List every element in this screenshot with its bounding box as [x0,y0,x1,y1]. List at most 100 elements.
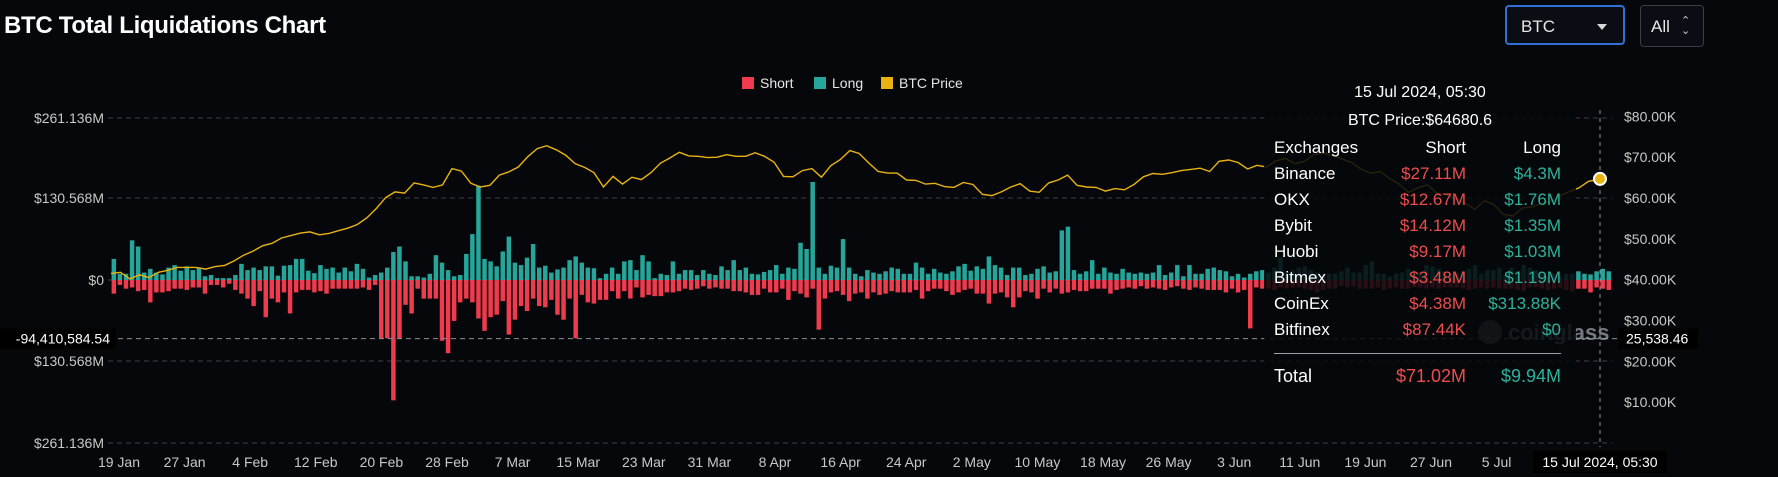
bar-short [464,280,469,299]
bar-short [737,280,742,292]
symbol-select-value: BTC [1521,17,1555,36]
bar-long [154,272,159,280]
bar-long [931,268,937,280]
bar-long [804,248,809,280]
bar-short [1029,280,1034,293]
x-tick-label: 3 Jun [1217,454,1251,470]
bar-short [670,280,676,293]
bar-short [852,280,858,294]
bar-long [196,267,202,280]
sort-updown-icon: ⌃ ⌄ [1681,15,1691,37]
bar-long [852,273,858,280]
bar-long [792,268,797,280]
bar-short [555,280,560,315]
bar-long [415,276,420,280]
range-select[interactable]: All ⌃ ⌄ [1640,5,1704,47]
bar-short [780,280,785,289]
y-right-tick-label: $40.00K [1624,272,1677,288]
bar-long [470,234,475,280]
tooltip-date: 15 Jul 2024, 05:30 [1354,84,1486,101]
y-right-tick-label: $10.00K [1624,394,1677,410]
tooltip-long: $0 [1542,320,1561,339]
bar-long [330,267,335,280]
bar-short [214,280,220,285]
bar-long [561,267,566,280]
bar-short [451,280,457,321]
bar-short [1059,280,1065,294]
bar-long [798,242,803,280]
tooltip-header-short: Short [1425,138,1466,157]
bar-long [445,270,451,280]
bar-short [1247,280,1253,329]
bar-short [1594,280,1599,288]
tooltip-row: Bitfinex $87.44K $0 [1274,320,1561,344]
bar-long [464,253,469,280]
y-left-tick-label: $130.568M [34,190,104,206]
bar-long [1582,273,1587,280]
tooltip-long: $1.19M [1504,268,1561,287]
bar-short [549,280,554,300]
bar-long [1059,230,1065,280]
bar-long [348,271,354,280]
bar-short [591,280,597,304]
bar-short [731,280,736,292]
bar-short [950,280,955,295]
bar-long [524,257,530,280]
tooltip-short: $9.17M [1409,242,1466,261]
bar-long [591,268,597,280]
bar-short [622,280,627,292]
bar-long [184,266,189,280]
bar-long [992,265,998,280]
bar-long [682,270,688,280]
y-left-tick-label: $261.136M [34,435,104,451]
bar-long [214,278,220,280]
bar-short [1102,280,1107,289]
bar-long [913,262,919,280]
tooltip-exchange: OKX [1274,190,1310,209]
x-tick-label: 28 Feb [425,454,469,470]
symbol-select[interactable]: BTC [1505,5,1625,45]
bar-long [780,273,785,280]
bar-long [731,260,736,280]
bar-long [111,258,117,280]
bar-long [312,273,317,280]
bar-long [646,261,651,280]
bar-short [1089,280,1095,289]
bar-long [482,258,487,280]
bar-short [889,280,894,292]
bar-long [670,261,676,280]
bar-short [992,280,998,294]
bar-long [1223,271,1229,280]
x-tick-label: 5 Jul [1482,454,1512,470]
bar-short [694,280,700,289]
y-right-tick-label: $50.00K [1624,231,1677,247]
bar-long [1150,272,1156,280]
tooltip-short: $3.48M [1409,268,1466,287]
bar-long [701,270,706,280]
bar-short [1199,280,1204,289]
bar-short [154,280,159,293]
bar-short [840,280,846,295]
bar-short [1126,280,1131,288]
bar-short [798,280,803,294]
tooltip-exchange: Bitfinex [1274,320,1330,339]
bar-long [1199,273,1204,280]
tooltip-short: $14.12M [1399,216,1466,235]
bar-short [543,280,548,308]
bar-short [895,280,900,293]
bar-short [804,280,809,298]
bar-short [433,280,439,299]
bar-short [646,280,651,295]
bar-short [707,280,712,289]
tooltip-price: BTC Price:$64680.6 [1347,112,1493,129]
bar-short [585,280,591,303]
tooltip-exchange: Huobi [1274,242,1319,261]
bar-short [755,280,761,295]
bar-long [409,276,414,280]
bar-short [634,280,639,288]
bar-long [810,181,815,280]
bar-short [773,280,779,293]
tooltip-header-long: Long [1523,138,1561,157]
bar-short [336,280,341,289]
